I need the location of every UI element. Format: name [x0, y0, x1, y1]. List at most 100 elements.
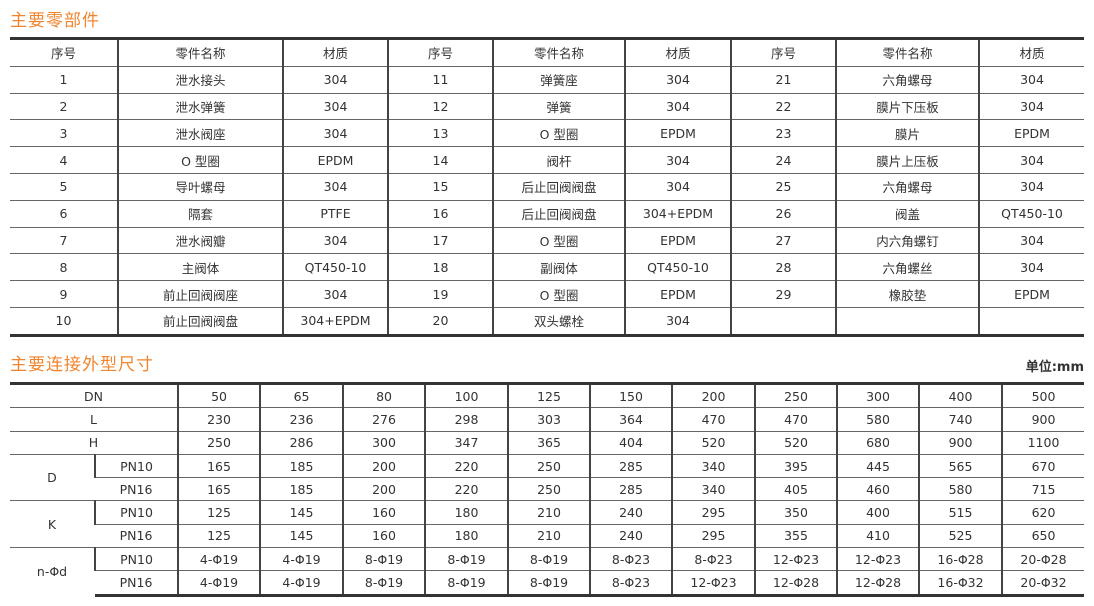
table-cell: 1100 [1001, 430, 1085, 455]
table-row: PN16 165 185 200 220 250 285 340 405 460 580 715 [10, 477, 1085, 501]
table-row: 7 泄水阀瓣 304 17 O 型圈 EPDM 27 内六角螺钉 304 [10, 226, 1084, 254]
table-cell: 18 [387, 253, 493, 281]
table-cell: 286 [259, 430, 344, 455]
table-cell: 364 [589, 407, 673, 432]
table-cell: 180 [424, 500, 509, 525]
table-row: 10 前止回阀阀盘 304+EPDM 20 双头螺栓 304 [10, 306, 1084, 337]
table-cell: 8-Φ19 [424, 547, 509, 571]
table-cell: 150 [589, 381, 673, 408]
table-row: 1 泄水接头 304 11 弹簧座 304 21 六角螺母 304 [10, 65, 1084, 94]
table-cell: 8-Φ19 [342, 570, 426, 597]
table-cell: 20-Φ32 [1001, 570, 1085, 597]
table-cell: 304+EPDM [624, 199, 731, 228]
row-sublabel: PN16 [95, 570, 179, 597]
parts-section-title: 主要零部件 [10, 11, 100, 31]
table-cell: 19 [387, 280, 493, 308]
table-cell: 304 [282, 280, 388, 308]
table-cell: 泄水阀瓣 [117, 226, 283, 254]
table-cell: 580 [836, 407, 920, 432]
header-cell: 零件名称 [492, 37, 625, 67]
table-cell: 250 [754, 381, 838, 408]
table-cell: 300 [836, 381, 920, 408]
table-cell: 12 [387, 92, 493, 120]
table-cell: 340 [671, 453, 756, 478]
table-cell: 355 [754, 523, 838, 548]
table-cell: 500 [1001, 381, 1085, 408]
table-cell: 27 [730, 226, 836, 254]
row-label: H [10, 430, 179, 455]
table-cell: 11 [387, 65, 493, 94]
table-cell: EPDM [978, 280, 1084, 308]
table-cell: 304 [978, 92, 1084, 120]
table-cell: 后止回阀阀盘 [492, 199, 625, 228]
header-cell: 零件名称 [835, 37, 979, 67]
table-cell: 160 [342, 523, 426, 548]
table-cell: 泄水弹簧 [117, 92, 283, 120]
table-cell: 740 [918, 407, 1003, 432]
unit-label: 单位:mm [1025, 360, 1084, 375]
table-cell: 650 [1001, 523, 1085, 548]
table-row: 9 前止回阀阀座 304 19 O 型圈 EPDM 29 橡胶垫 EPDM [10, 280, 1084, 308]
row-sublabel: PN16 [95, 523, 179, 548]
table-cell: 8-Φ23 [589, 570, 673, 597]
table-cell: 8-Φ19 [424, 570, 509, 597]
table-cell: 145 [259, 523, 344, 548]
table-cell: 12-Φ23 [754, 547, 838, 571]
table-cell: 295 [671, 500, 756, 525]
table-cell: 250 [507, 477, 591, 501]
table-cell: 520 [671, 430, 756, 455]
table-cell: QT450-10 [624, 253, 731, 281]
table-cell: 16-Φ28 [918, 547, 1003, 571]
table-row: 6 隔套 PTFE 16 后止回阀阀盘 304+EPDM 26 阀盖 QT450-10 [10, 199, 1084, 228]
table-row: K PN10 125 145 160 180 210 240 295 350 400 515 620 [10, 500, 1085, 548]
table-cell: 285 [589, 477, 673, 501]
table-cell: 365 [507, 430, 591, 455]
table-cell: 304 [624, 146, 731, 174]
table-cell: 303 [507, 407, 591, 432]
table-cell: 200 [671, 381, 756, 408]
table-cell: QT450-10 [978, 199, 1084, 228]
table-cell: 670 [1001, 453, 1085, 478]
table-cell: 12-Φ23 [671, 570, 756, 597]
table-cell: 304 [282, 65, 388, 94]
table-cell: EPDM [282, 146, 388, 174]
table-cell: 404 [589, 430, 673, 455]
table-cell: 膜片上压板 [835, 146, 979, 174]
table-cell: 304 [282, 226, 388, 254]
table-row: 2 泄水弹簧 304 12 弹簧 304 22 膜片下压板 304 [10, 92, 1084, 120]
table-cell: O 型圈 [117, 146, 283, 174]
table-cell: 8-Φ23 [589, 547, 673, 571]
table-cell: 350 [754, 500, 838, 525]
table-cell: 304 [624, 306, 731, 337]
table-cell: 泄水阀座 [117, 119, 283, 147]
header-cell: 序号 [730, 37, 836, 67]
table-cell: 100 [424, 381, 509, 408]
table-row: H 250 286 300 347 365 404 520 520 680 900 1100 [10, 430, 1085, 455]
header-cell: 材质 [282, 37, 388, 67]
table-cell: 240 [589, 500, 673, 525]
table-cell: 210 [507, 500, 591, 525]
table-cell: 900 [918, 430, 1003, 455]
table-cell [835, 306, 979, 337]
table-cell: 10 [10, 306, 118, 337]
table-cell: 185 [259, 453, 344, 478]
table-cell: 25 [730, 172, 836, 201]
table-cell: 470 [754, 407, 838, 432]
table-cell: 1 [10, 65, 118, 94]
row-sublabel: PN10 [93, 547, 179, 571]
table-cell: QT450-10 [282, 253, 388, 281]
table-cell: 304+EPDM [282, 306, 388, 337]
table-cell: 680 [836, 430, 920, 455]
table-cell: 主阀体 [117, 253, 283, 281]
table-cell: 470 [671, 407, 756, 432]
table-cell: 8-Φ19 [507, 547, 591, 571]
table-cell: 304 [624, 65, 731, 94]
table-cell: O 型圈 [492, 226, 625, 254]
table-cell: 304 [624, 172, 731, 201]
table-cell: 13 [387, 119, 493, 147]
table-cell: 12-Φ23 [836, 547, 920, 571]
table-cell: 65 [259, 381, 344, 408]
table-cell: 460 [836, 477, 920, 501]
table-cell: 29 [730, 280, 836, 308]
